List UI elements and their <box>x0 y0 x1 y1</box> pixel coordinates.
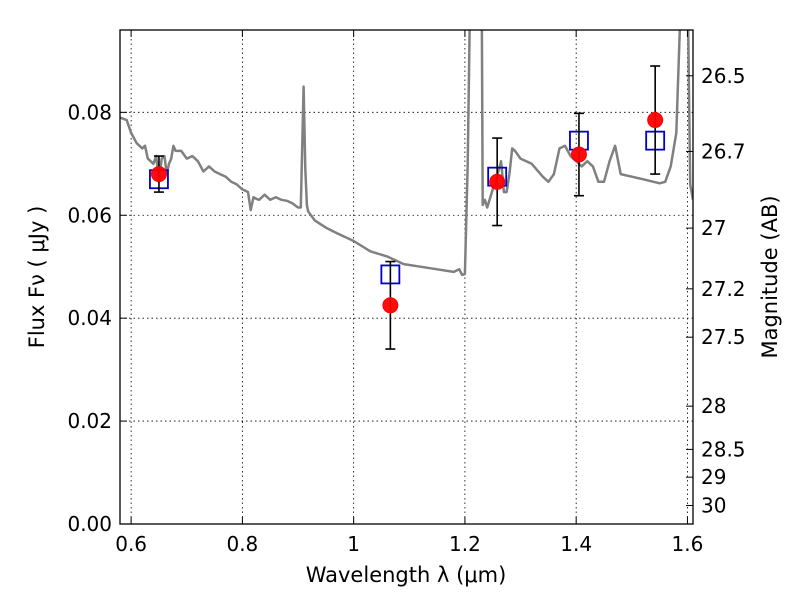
plot-area <box>120 30 693 350</box>
y-axis-label: Flux Fν ( μJy ) <box>25 206 49 349</box>
y2-tick-label: 27 <box>701 216 726 240</box>
observed-flux-point <box>489 173 506 190</box>
x-tick-label: 1.6 <box>672 532 704 556</box>
x-axis-label: Wavelength λ (μm) <box>306 563 507 587</box>
axis-ticks <box>120 30 693 525</box>
y2-tick-label: 26.5 <box>701 64 746 88</box>
model-spectrum-line <box>120 30 693 277</box>
y-tick-label: 0.02 <box>67 409 112 433</box>
observed-flux-point <box>570 146 587 163</box>
observed-flux-point <box>647 112 664 129</box>
y2-tick-label: 26.7 <box>701 139 746 163</box>
y2-tick-label: 29 <box>701 465 726 489</box>
y2-tick-label: 27.2 <box>701 277 746 301</box>
y-tick-label: 0.04 <box>67 306 112 330</box>
x-tick-label: 1.4 <box>560 532 592 556</box>
y-tick-label: 0.06 <box>67 203 112 227</box>
observed-flux-point <box>150 166 167 183</box>
tick-labels: 0.6 0.8 1 1.2 1.4 1.6 0.00 0.02 0.04 0.06 0.08 26.5… <box>67 64 745 556</box>
y2-tick-label: 28 <box>701 394 726 418</box>
x-tick-label: 1.2 <box>449 532 481 556</box>
y2-tick-label: 28.5 <box>701 437 746 461</box>
plot-frame <box>119 29 694 525</box>
x-tick-label: 1 <box>347 532 360 556</box>
y-tick-label: 0.08 <box>67 100 112 124</box>
x-tick-label: 0.8 <box>226 532 258 556</box>
x-tick-label: 0.6 <box>115 532 147 556</box>
y2-tick-label: 30 <box>701 493 726 517</box>
y2-tick-label: 27.5 <box>701 325 746 349</box>
observed-flux-point <box>382 297 399 314</box>
y-tick-label: 0.00 <box>67 512 112 536</box>
y2-axis-label: Magnitude (AB) <box>758 195 782 358</box>
